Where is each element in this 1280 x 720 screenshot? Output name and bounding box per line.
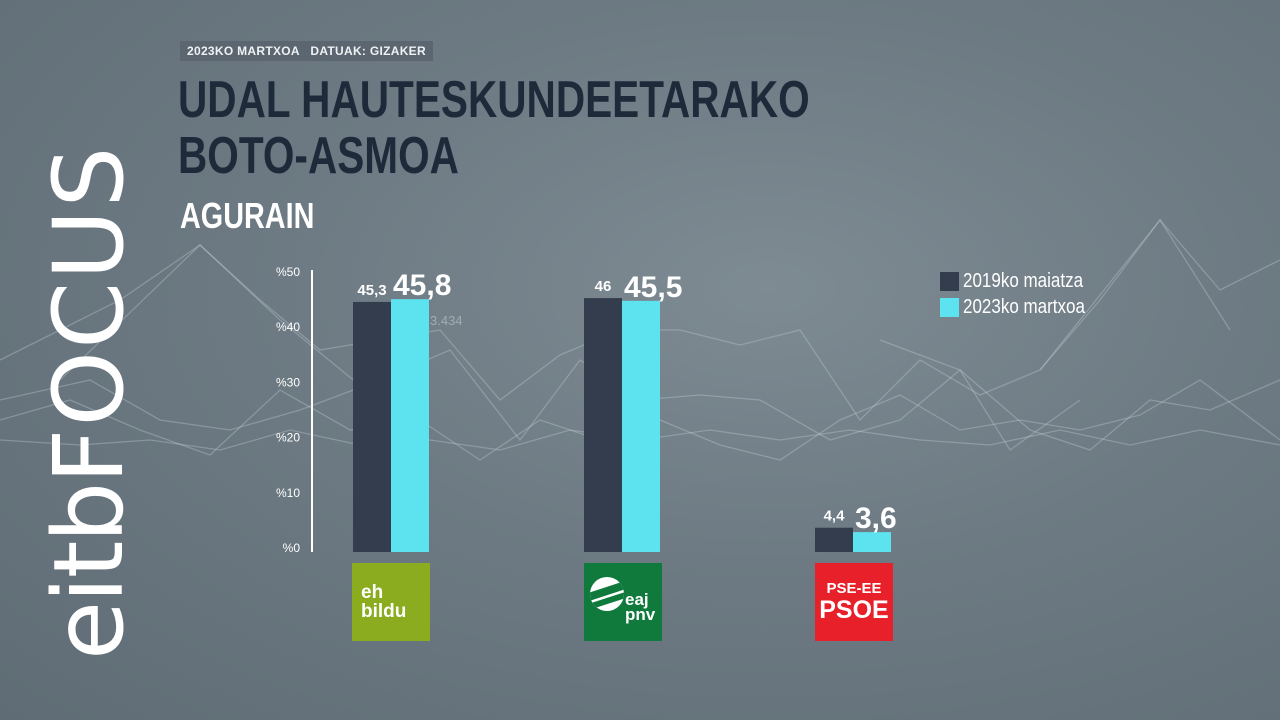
pnv-emblem-icon xyxy=(590,577,624,611)
bar-2023 xyxy=(853,532,891,552)
y-tick-label: %10 xyxy=(276,486,300,500)
bar-2019 xyxy=(584,298,622,552)
pnv-logo-line2: pnv xyxy=(625,605,656,624)
legend-swatch-2019 xyxy=(940,271,959,291)
y-tick-label: %50 xyxy=(276,265,300,279)
chart-legend: 2019ko maiatza 2023ko martxoa xyxy=(940,268,1106,320)
party-logo-psoe: PSE-EE PSOE xyxy=(815,563,893,641)
bar-2019 xyxy=(815,527,853,552)
value-label-2019: 4,4 xyxy=(824,508,846,525)
legend-item-2023: 2023ko martxoa xyxy=(940,294,1106,320)
pnv-logo-text: eaj pnv xyxy=(625,590,656,624)
party-logo-ehbildu: eh bildu xyxy=(352,563,430,641)
page-title: UDAL HAUTESKUNDEETARAKO BOTO-ASMOA xyxy=(178,72,810,184)
bar-2023 xyxy=(391,299,429,552)
ehbildu-logo-line1: eh xyxy=(361,582,384,603)
legend-label-2019: 2019ko maiatza xyxy=(963,269,1084,292)
value-label-2023: 45,8 xyxy=(393,269,451,302)
value-label-2019: 46 xyxy=(595,278,612,295)
bar-2023 xyxy=(622,300,660,552)
bar-2019 xyxy=(353,301,391,552)
legend-item-2019: 2019ko maiatza xyxy=(940,268,1106,294)
title-line-2: BOTO-ASMOA xyxy=(178,127,459,185)
legend-swatch-2023 xyxy=(940,297,959,317)
y-tick-label: %40 xyxy=(276,320,300,334)
date-source-tag: 2023KO MARTXOA DATUAK: GIZAKER xyxy=(180,41,433,61)
background-number-label: 3.434 xyxy=(430,313,463,328)
bars-group xyxy=(353,298,891,552)
value-labels-group: 45,3 45,8 46 45,5 4,4 3,6 xyxy=(357,269,896,535)
title-line-1: UDAL HAUTESKUNDEETARAKO xyxy=(178,71,810,129)
ehbildu-logo-line2: bildu xyxy=(361,601,407,622)
y-tick-label: %0 xyxy=(283,541,301,555)
value-label-2019: 45,3 xyxy=(357,282,386,299)
y-tick-label: %20 xyxy=(276,431,300,445)
legend-label-2023: 2023ko martxoa xyxy=(963,295,1085,318)
psoe-logo-line2: PSOE xyxy=(819,596,889,624)
y-tick-label: %30 xyxy=(276,375,300,389)
y-tick-labels: %0 %10 %20 %30 %40 %50 xyxy=(276,265,300,555)
psoe-logo-line1: PSE-EE xyxy=(826,580,882,597)
pnv-logo-line1: eaj xyxy=(625,590,649,609)
value-label-2023: 45,5 xyxy=(624,271,682,304)
party-logo-pnv: eaj pnv xyxy=(584,563,662,641)
value-label-2023: 3,6 xyxy=(855,502,897,535)
location-subtitle: AGURAIN xyxy=(180,195,315,236)
